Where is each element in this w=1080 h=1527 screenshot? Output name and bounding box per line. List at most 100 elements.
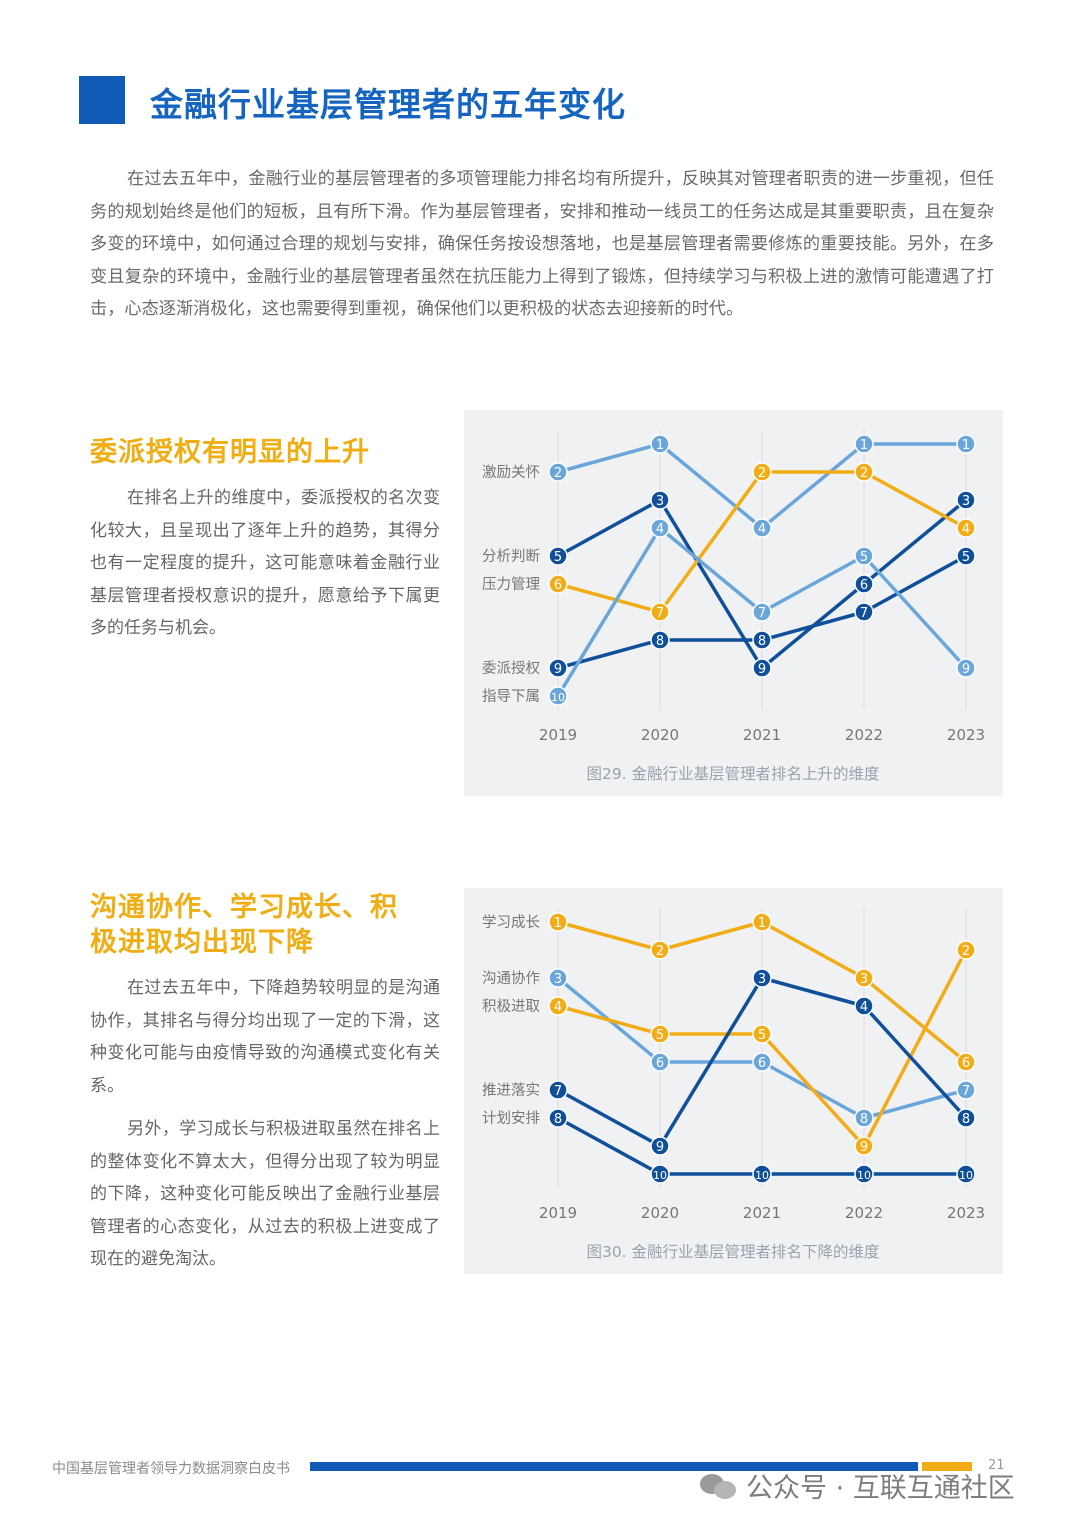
data-point: [956, 1080, 976, 1100]
data-label: 2: [860, 466, 868, 481]
data-label: 6: [656, 1056, 664, 1071]
data-label: 4: [554, 1000, 562, 1015]
data-point: [854, 574, 874, 594]
data-label: 3: [758, 972, 766, 987]
data-point: [752, 912, 772, 932]
data-point: [752, 602, 772, 622]
data-point: [650, 1164, 670, 1184]
series-name: 分析判断: [482, 548, 540, 565]
title-accent-bar: [79, 76, 125, 124]
data-point: [854, 434, 874, 454]
data-label: 10: [857, 1169, 871, 1182]
data-label: 5: [656, 1028, 664, 1043]
data-label: 1: [554, 916, 562, 931]
intro-paragraph: 在过去五年中，金融行业的基层管理者的多项管理能力排名均有所提升，反映其对管理者职…: [90, 169, 994, 320]
data-point: [752, 630, 772, 650]
data-label: 3: [656, 494, 664, 509]
data-point: [548, 462, 568, 482]
data-label: 9: [860, 1140, 868, 1155]
x-tick-label: 2021: [743, 1204, 781, 1222]
data-label: 1: [656, 438, 664, 453]
data-point: [548, 658, 568, 678]
data-point: [650, 630, 670, 650]
series-name: 沟通协作: [482, 970, 540, 987]
x-tick-label: 2022: [845, 1204, 883, 1222]
chart-panel-rising: 2 1 4 1 1 激励关怀 5 3 9 6 3 分析判断 6 7 2 2 4 压力管理 9 8 8 7 5 委派授权 10 4 7…: [464, 410, 1003, 796]
data-point: [548, 686, 568, 706]
data-label: 2: [962, 944, 970, 959]
data-point: [956, 1164, 976, 1184]
data-label: 5: [962, 550, 970, 565]
section2-title-line1: 沟通协作、学习成长、积: [90, 892, 398, 923]
data-point: [956, 518, 976, 538]
data-label: 6: [860, 578, 868, 593]
data-label: 7: [860, 606, 868, 621]
data-point: [548, 1108, 568, 1128]
data-point: [956, 940, 976, 960]
x-tick-label: 2020: [641, 726, 679, 744]
series-name: 指导下属: [482, 688, 540, 705]
data-label: 4: [656, 522, 664, 537]
data-label: 4: [962, 522, 970, 537]
data-point: [650, 434, 670, 454]
data-label: 5: [554, 550, 562, 565]
data-point: [854, 1164, 874, 1184]
data-label: 3: [962, 494, 970, 509]
data-point: [854, 1108, 874, 1128]
section1-paragraph: 在排名上升的维度中，委派授权的名次变化较大，且呈现出了逐年上升的趋势，其得分也有…: [90, 488, 440, 639]
data-point: [752, 462, 772, 482]
data-point: [650, 1136, 670, 1156]
chart-rising: 2 1 4 1 1 激励关怀 5 3 9 6 3 分析判断 6 7 2 2 4 压力管理 9 8 8 7 5 委派授权 10 4 7…: [482, 430, 985, 783]
data-label: 10: [755, 1169, 769, 1182]
data-point: [650, 940, 670, 960]
data-point: [548, 912, 568, 932]
data-label: 2: [758, 466, 766, 481]
footer-blue-bar: [310, 1462, 918, 1471]
data-label: 8: [656, 634, 664, 649]
data-label: 9: [962, 662, 970, 677]
data-point: [854, 462, 874, 482]
series-name: 委派授权: [482, 660, 540, 677]
data-label: 8: [758, 634, 766, 649]
data-point: [752, 1024, 772, 1044]
data-label: 6: [554, 578, 562, 593]
data-label: 4: [860, 1000, 868, 1015]
data-label: 1: [962, 438, 970, 453]
data-point: [650, 602, 670, 622]
data-label: 3: [860, 972, 868, 987]
section2-paragraph-2: 另外，学习成长与积极进取虽然在排名上的整体变化不算太大，但得分出现了较为明显的下…: [90, 1119, 440, 1270]
chart-panel-falling: 1 2 1 3 6 学习成长 3 6 6 8 7 沟通协作 4 5 5 9 2 积极进取 7 9 3 4 8 推进落实 8 10 1…: [464, 888, 1003, 1274]
data-label: 1: [758, 916, 766, 931]
data-label: 3: [554, 972, 562, 987]
data-label: 10: [551, 691, 565, 704]
data-point: [854, 546, 874, 566]
data-point: [854, 968, 874, 988]
data-point: [548, 546, 568, 566]
chart-caption: 图29. 金融行业基层管理者排名上升的维度: [586, 765, 879, 783]
chart-caption: 图30. 金融行业基层管理者排名下降的维度: [586, 1243, 879, 1261]
section2-paragraph-1: 在过去五年中，下降趋势较明显的是沟通协作，其排名与得分均出现了一定的下滑，这种变…: [90, 978, 440, 1096]
x-tick-label: 2021: [743, 726, 781, 744]
data-point: [650, 518, 670, 538]
data-point: [956, 658, 976, 678]
x-tick-label: 2023: [947, 1204, 985, 1222]
watermark: 公众号 · 互联互通社区: [700, 1466, 1015, 1505]
data-label: 9: [758, 662, 766, 677]
data-label: 7: [554, 1084, 562, 1099]
wechat-icon: [700, 1472, 738, 1500]
series-name: 压力管理: [482, 576, 540, 593]
data-point: [956, 1052, 976, 1072]
x-tick-label: 2022: [845, 726, 883, 744]
data-point: [956, 546, 976, 566]
data-label: 7: [758, 606, 766, 621]
data-point: [752, 658, 772, 678]
data-point: [650, 1024, 670, 1044]
series-name: 计划安排: [482, 1110, 540, 1127]
data-label: 2: [554, 466, 562, 481]
section2-title-line2: 极进取均出现下降: [90, 927, 314, 958]
data-label: 1: [860, 438, 868, 453]
watermark-text: 公众号 · 互联互通社区: [746, 1473, 1015, 1504]
data-label: 8: [962, 1112, 970, 1127]
data-point: [752, 1164, 772, 1184]
x-tick-label: 2019: [539, 726, 577, 744]
